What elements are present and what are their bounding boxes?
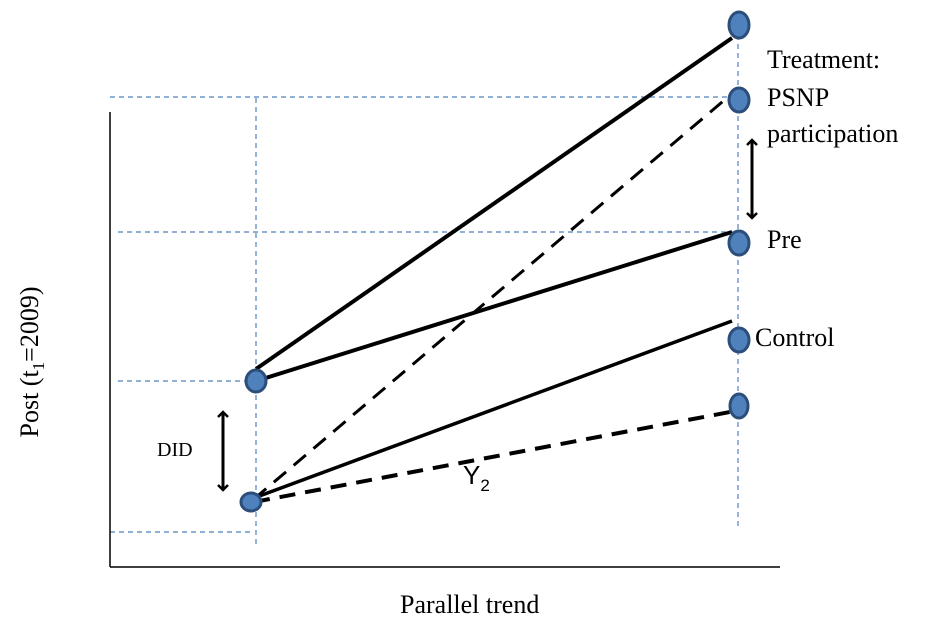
treatment-solid-line xyxy=(254,36,734,371)
text-labels: Treatment: PSNP participation Pre Contro… xyxy=(157,45,898,495)
points xyxy=(239,10,751,513)
pre-solid-line xyxy=(255,230,733,383)
y-axis-label-sub: 1 xyxy=(29,362,48,371)
point-right-top xyxy=(727,10,751,40)
control-solid-line xyxy=(253,319,733,500)
point-right-treatment xyxy=(727,86,751,114)
point-right-y2 xyxy=(728,392,750,420)
counterfactual-dashed-line xyxy=(253,95,729,501)
point-right-control xyxy=(727,326,751,354)
treatment-label-line1: Treatment: xyxy=(767,45,880,74)
y2-label-sub: 2 xyxy=(480,476,489,495)
y2-label-main: Y xyxy=(463,460,480,490)
point-left-upper xyxy=(244,368,268,394)
y-axis-label: Post (t1=2009) xyxy=(15,286,48,437)
trend-lines xyxy=(253,36,734,504)
y-axis-label-prefix: Post (t xyxy=(15,370,44,438)
x-axis-label: Parallel trend xyxy=(400,590,539,619)
y-axis-label-suffix: =2009) xyxy=(15,286,44,361)
y2-dashed-line xyxy=(253,410,731,504)
y2-label: Y2 xyxy=(463,460,490,495)
guide-lines xyxy=(110,35,739,545)
pre-label: Pre xyxy=(767,225,802,254)
treatment-label-line2: PSNP xyxy=(767,83,829,112)
treatment-label-line3: participation xyxy=(767,119,898,148)
point-right-pre xyxy=(727,229,751,257)
control-label: Control xyxy=(755,323,834,352)
point-left-lower xyxy=(239,491,263,513)
arrows xyxy=(217,138,758,492)
axes xyxy=(109,112,780,568)
did-label: DID xyxy=(157,439,193,461)
